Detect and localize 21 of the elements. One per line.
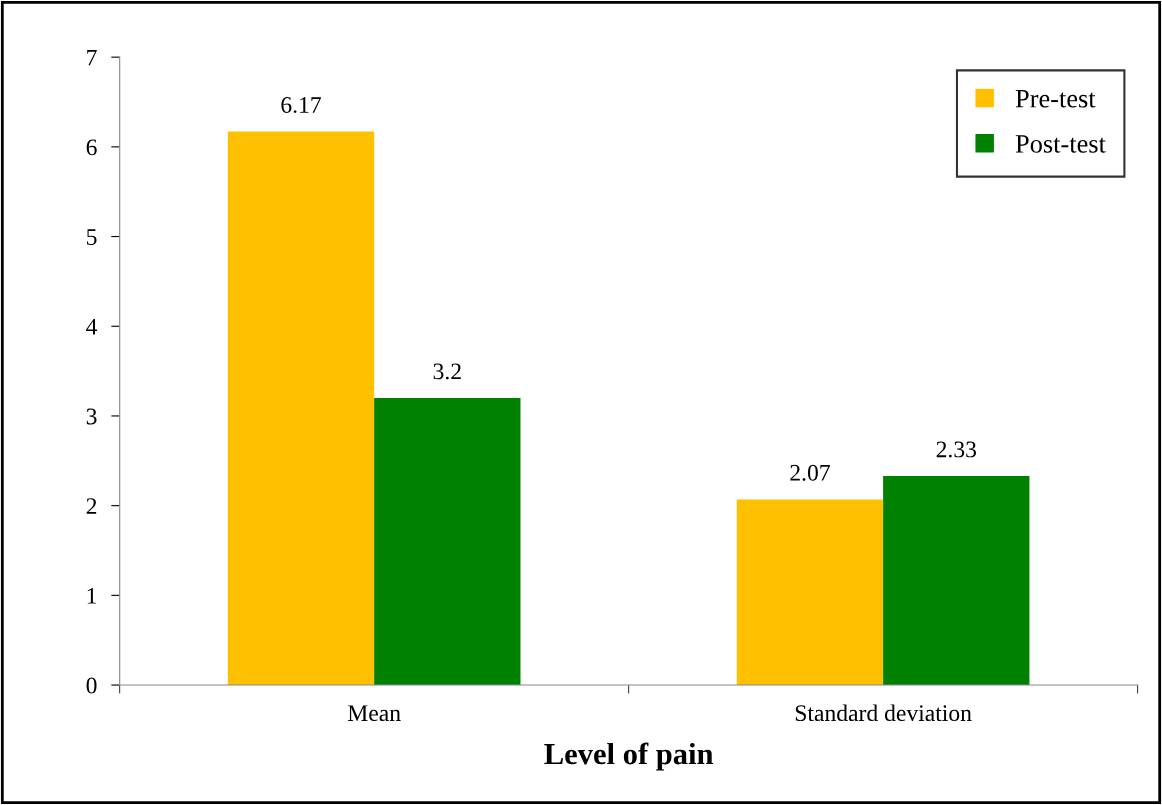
legend-label: Post-test	[1015, 135, 1106, 153]
y-tick-label: 5	[87, 229, 97, 245]
y-tick-label: 6	[86, 139, 97, 156]
x-tick-label: Mean	[347, 705, 401, 722]
bar	[883, 476, 1030, 686]
x-axis-title: Level of pain	[544, 742, 714, 771]
data-label: 2.33	[936, 441, 977, 458]
y-tick-label: 2	[86, 498, 97, 514]
y-tick-label: 4	[86, 318, 98, 335]
legend-label: Pre-test	[1015, 90, 1096, 108]
y-tick-label: 7	[87, 49, 97, 66]
y-tick-label: 1	[87, 587, 97, 604]
bar	[227, 131, 375, 686]
data-label: 2.07	[790, 464, 830, 481]
data-label: 6.17	[281, 97, 321, 114]
y-tick-label: 3	[86, 408, 97, 425]
data-label: 3.2	[433, 363, 461, 380]
x-tick-label: Standard deviation	[795, 704, 972, 722]
bar	[736, 499, 884, 686]
bar	[374, 398, 521, 686]
y-tick-label: 0	[86, 677, 97, 694]
